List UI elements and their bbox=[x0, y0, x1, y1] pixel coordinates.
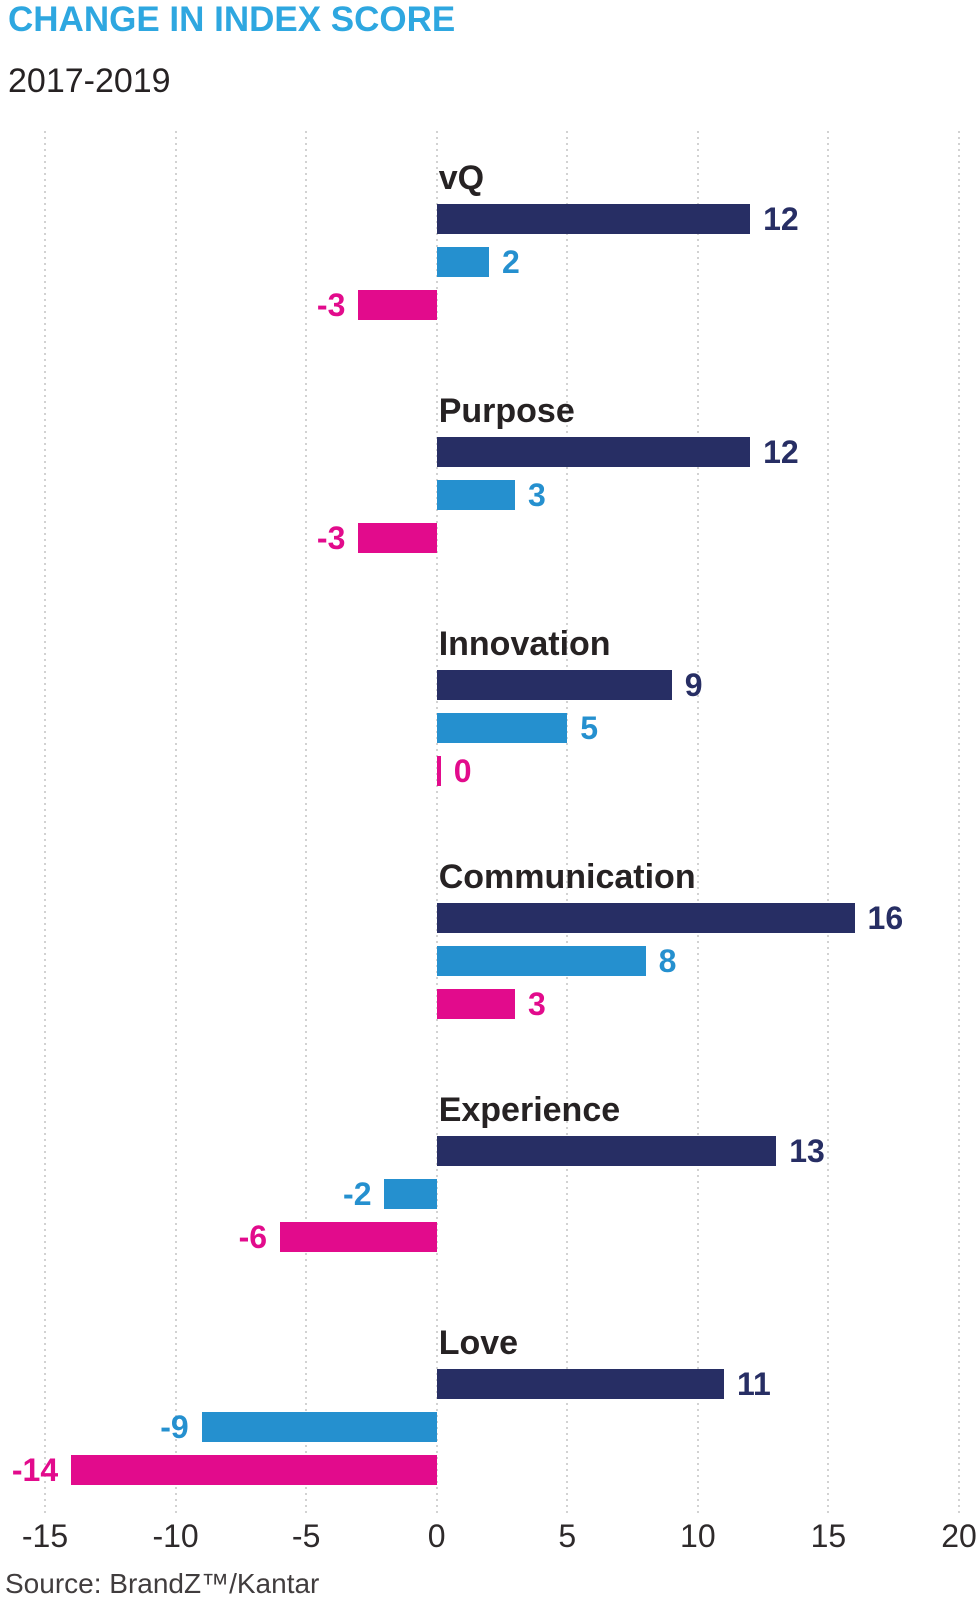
gridline-20 bbox=[958, 131, 960, 1513]
bar-value-label-experience-blue: -2 bbox=[343, 1176, 372, 1212]
bar-value-label-innovation-navy: 9 bbox=[684, 667, 703, 703]
gridline--10 bbox=[174, 131, 177, 1513]
x-tick-label--10: -10 bbox=[152, 1518, 199, 1554]
bar-value-label-communication-blue: 8 bbox=[658, 943, 677, 979]
bar-communication-blue bbox=[436, 946, 646, 976]
x-tick-label-20: 20 bbox=[941, 1518, 977, 1554]
bar-value-label-purpose-pink: -3 bbox=[316, 520, 346, 556]
bar-vq-navy bbox=[436, 204, 751, 234]
bar-love-pink bbox=[71, 1455, 437, 1485]
category-label-purpose: Purpose bbox=[438, 392, 575, 430]
gridline-15 bbox=[827, 131, 830, 1513]
bar-purpose-blue bbox=[436, 480, 516, 510]
bar-innovation-navy bbox=[436, 670, 672, 700]
bar-value-label-love-pink: -14 bbox=[11, 1452, 59, 1488]
gridline-10 bbox=[696, 131, 699, 1513]
bar-value-label-experience-navy: 13 bbox=[789, 1133, 825, 1169]
bar-purpose-navy bbox=[436, 437, 751, 467]
category-label-vq: vQ bbox=[438, 159, 485, 197]
bar-communication-pink bbox=[436, 989, 516, 1019]
bar-value-label-vq-navy: 12 bbox=[763, 201, 799, 237]
bar-value-label-vq-pink: -3 bbox=[316, 287, 346, 323]
bar-value-label-innovation-blue: 5 bbox=[580, 710, 599, 746]
category-label-communication: Communication bbox=[438, 858, 696, 896]
bar-love-navy bbox=[436, 1369, 724, 1399]
x-tick-label-0: 0 bbox=[427, 1518, 446, 1554]
bar-value-label-love-navy: 11 bbox=[736, 1366, 771, 1402]
bar-innovation-blue bbox=[436, 713, 568, 743]
bar-vq-pink bbox=[358, 290, 437, 320]
bar-communication-navy bbox=[436, 903, 855, 933]
category-label-love: Love bbox=[438, 1324, 519, 1362]
bar-value-label-innovation-pink: 0 bbox=[453, 753, 472, 789]
bar-value-label-purpose-navy: 12 bbox=[763, 434, 799, 470]
x-tick-label-15: 15 bbox=[810, 1518, 847, 1554]
bar-innovation-pink bbox=[436, 756, 441, 786]
chart-title: CHANGE IN INDEX SCORE bbox=[8, 0, 456, 39]
bar-experience-navy bbox=[436, 1136, 777, 1166]
bar-value-label-experience-pink: -6 bbox=[238, 1219, 268, 1255]
bar-value-label-love-blue: -9 bbox=[160, 1409, 189, 1445]
bar-experience-pink bbox=[280, 1222, 437, 1252]
x-tick-label--15: -15 bbox=[21, 1518, 69, 1554]
bar-purpose-pink bbox=[358, 523, 437, 553]
bar-value-label-vq-blue: 2 bbox=[501, 244, 520, 280]
bar-value-label-communication-navy: 16 bbox=[867, 900, 904, 936]
gridline-0 bbox=[435, 131, 438, 1513]
bar-vq-blue bbox=[436, 247, 489, 277]
x-tick-label-5: 5 bbox=[558, 1518, 577, 1554]
bar-value-label-purpose-blue: 3 bbox=[528, 477, 546, 513]
gridline--5 bbox=[305, 131, 308, 1513]
bar-value-label-communication-pink: 3 bbox=[528, 986, 546, 1022]
category-label-innovation: Innovation bbox=[438, 625, 611, 663]
chart-subtitle: 2017-2019 bbox=[8, 62, 171, 100]
gridline--15 bbox=[44, 131, 46, 1513]
x-tick-label-10: 10 bbox=[680, 1518, 716, 1554]
x-tick-label--5: -5 bbox=[291, 1518, 321, 1554]
source-credit: Source: BrandZ™/Kantar bbox=[5, 1568, 320, 1599]
bar-experience-blue bbox=[384, 1179, 437, 1209]
category-label-experience: Experience bbox=[438, 1091, 621, 1129]
bar-love-blue bbox=[201, 1412, 437, 1442]
gridline-5 bbox=[566, 131, 569, 1513]
